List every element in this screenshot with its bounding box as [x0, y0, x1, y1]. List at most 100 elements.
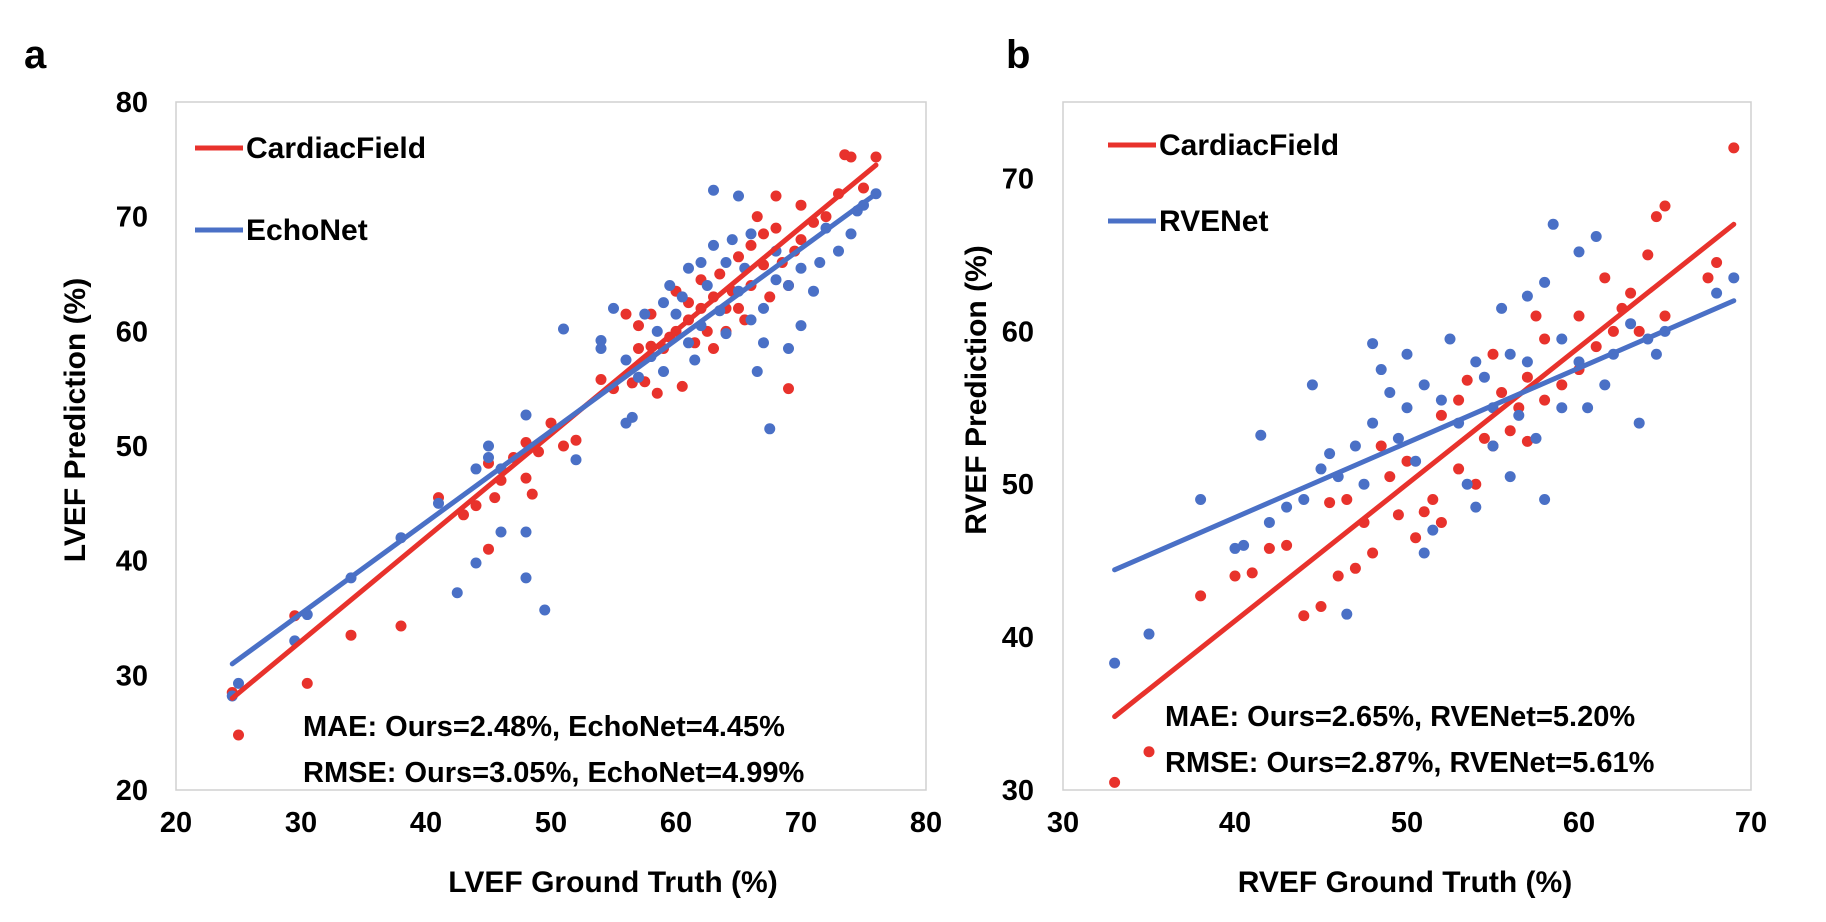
data-point-rvenet: [1418, 547, 1430, 559]
data-point-cardiacfield: [1659, 200, 1671, 212]
x-tick-label-a: 80: [910, 807, 942, 839]
data-point-echonet: [676, 291, 688, 303]
data-point-cardiacfield: [395, 620, 407, 632]
data-point-cardiacfield: [1453, 394, 1465, 406]
data-point-cardiacfield: [1367, 547, 1379, 559]
data-point-rvenet: [1401, 402, 1413, 414]
data-point-echonet: [495, 526, 507, 538]
data-marks-b: [1109, 142, 1740, 788]
data-point-cardiacfield: [1625, 287, 1637, 299]
data-marks-a: [226, 149, 882, 741]
data-point-rvenet: [1650, 348, 1662, 360]
data-point-rvenet: [1470, 501, 1482, 513]
data-point-cardiacfield: [676, 380, 688, 392]
x-tick-label-b: 30: [1047, 807, 1079, 839]
y-tick-label-b: 50: [1002, 469, 1034, 501]
data-point-cardiacfield: [1504, 425, 1516, 437]
data-point-echonet: [783, 343, 794, 355]
data-point-cardiacfield: [758, 228, 769, 240]
data-point-echonet: [664, 279, 676, 291]
data-point-echonet: [626, 411, 638, 423]
data-point-echonet: [651, 325, 663, 337]
data-point-rvenet: [1238, 539, 1250, 551]
plot-area-a: [175, 101, 927, 791]
legend-a-cardiacfield-label: CardiacField: [246, 132, 426, 165]
data-point-rvenet: [1513, 409, 1525, 421]
data-point-echonet: [845, 228, 857, 240]
data-point-cardiacfield: [764, 291, 776, 303]
data-point-cardiacfield: [1229, 570, 1241, 582]
data-point-cardiacfield: [1341, 494, 1353, 506]
data-point-rvenet: [1367, 338, 1379, 350]
data-point-rvenet: [1281, 501, 1293, 513]
data-point-cardiacfield: [1642, 249, 1654, 261]
data-point-cardiacfield: [595, 373, 607, 385]
data-point-cardiacfield: [1461, 374, 1473, 386]
data-point-echonet: [470, 463, 482, 475]
data-point-rvenet: [1504, 471, 1516, 483]
data-point-echonet: [720, 328, 732, 340]
x-tick-label-a: 70: [785, 807, 817, 839]
data-point-echonet: [758, 302, 769, 314]
data-point-rvenet: [1573, 246, 1585, 258]
data-point-rvenet: [1530, 432, 1542, 444]
trendline-echonet: [229, 191, 879, 667]
data-point-cardiacfield: [770, 222, 782, 234]
data-point-echonet: [670, 308, 682, 320]
data-point-rvenet: [1324, 448, 1336, 460]
data-point-echonet: [808, 285, 819, 297]
data-point-echonet: [451, 587, 463, 599]
data-point-rvenet: [1384, 386, 1396, 398]
data-point-rvenet: [1418, 379, 1430, 391]
data-point-cardiacfield: [1702, 272, 1714, 284]
data-point-echonet: [708, 239, 719, 251]
data-point-rvenet: [1410, 455, 1422, 467]
legend-a-echonet-label: EchoNet: [246, 214, 368, 247]
data-point-cardiacfield: [1401, 455, 1413, 467]
data-point-cardiacfield: [1298, 610, 1310, 622]
data-point-echonet: [433, 497, 444, 509]
data-point-echonet: [745, 228, 757, 240]
data-point-cardiacfield: [545, 417, 557, 429]
data-point-cardiacfield: [1728, 142, 1740, 154]
data-point-echonet: [483, 440, 494, 452]
data-point-cardiacfield: [733, 302, 744, 314]
data-point-cardiacfield: [1539, 394, 1551, 406]
data-point-echonet: [595, 343, 607, 355]
data-point-rvenet: [1263, 516, 1275, 528]
data-point-cardiacfield: [708, 343, 719, 355]
data-point-cardiacfield: [714, 268, 726, 280]
data-point-cardiacfield: [858, 182, 869, 194]
data-point-rvenet: [1298, 494, 1310, 506]
data-point-echonet: [720, 257, 732, 269]
data-point-rvenet: [1315, 463, 1327, 475]
chart-panel-b: b 30 40 50 60 70 30 40 50 60 70 CardiacField RVEN…: [960, 33, 1767, 899]
data-point-rvenet: [1229, 542, 1241, 554]
data-point-echonet: [558, 323, 569, 335]
annotation-a-rmse: RMSE: Ours=3.05%, EchoNet=4.99%: [303, 757, 804, 789]
data-point-cardiacfield: [1711, 257, 1723, 269]
tick-labels-a: 20 30 40 50 60 70 80 20 30 40 50 60 70 80: [116, 87, 942, 839]
data-point-rvenet: [1539, 276, 1551, 288]
data-point-cardiacfield: [1435, 409, 1447, 421]
data-point-echonet: [658, 365, 669, 377]
y-axis-title-b: RVEF Prediction (%): [960, 245, 993, 534]
annotation-a-mae: MAE: Ours=2.48%, EchoNet=4.45%: [303, 711, 785, 743]
data-point-echonet: [689, 354, 701, 366]
data-point-echonet: [520, 409, 532, 421]
y-tick-label-b: 30: [1002, 775, 1034, 807]
panel-a-letter: a: [24, 33, 47, 77]
data-point-echonet: [783, 279, 794, 291]
data-point-cardiacfield: [651, 387, 663, 399]
data-point-cardiacfield: [1281, 539, 1293, 551]
x-tick-label-a: 30: [285, 807, 317, 839]
data-point-cardiacfield: [1418, 506, 1430, 518]
data-point-cardiacfield: [1109, 776, 1121, 788]
data-point-echonet: [814, 257, 826, 269]
data-point-cardiacfield: [770, 190, 782, 202]
data-point-cardiacfield: [1487, 348, 1499, 360]
data-point-echonet: [751, 365, 763, 377]
data-point-rvenet: [1556, 402, 1568, 414]
data-point-echonet: [520, 526, 532, 538]
